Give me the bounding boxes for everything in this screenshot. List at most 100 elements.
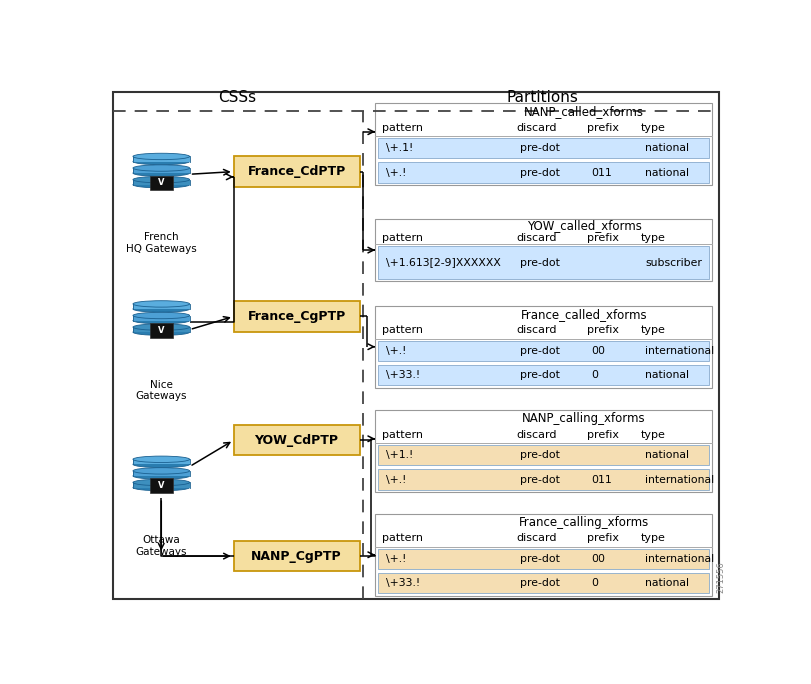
Ellipse shape (133, 158, 190, 165)
Text: prefix: prefix (586, 122, 619, 133)
Bar (150, 176, 173, 190)
Ellipse shape (133, 170, 190, 176)
Bar (150, 479, 173, 493)
Bar (375, 103, 711, 185)
Text: French
HQ Gateways: French HQ Gateways (126, 232, 196, 254)
Text: discard: discard (516, 122, 556, 133)
Text: YOW_CdPTP: YOW_CdPTP (255, 434, 338, 447)
Bar (133, 327, 190, 332)
Ellipse shape (133, 313, 190, 319)
Text: pre-dot: pre-dot (520, 143, 560, 153)
Text: international: international (644, 346, 713, 356)
Text: 00: 00 (590, 554, 604, 564)
Text: Ottawa
Gateways: Ottawa Gateways (135, 535, 187, 557)
Bar (133, 315, 190, 321)
Bar (377, 246, 709, 279)
Text: discard: discard (516, 430, 556, 440)
Ellipse shape (133, 461, 190, 468)
Bar (133, 304, 190, 309)
Text: pattern: pattern (381, 534, 423, 544)
Bar (377, 365, 709, 386)
Text: prefix: prefix (586, 233, 619, 243)
Bar (234, 301, 359, 332)
Ellipse shape (133, 324, 190, 330)
Bar (375, 410, 711, 492)
Text: type: type (641, 430, 665, 440)
Text: prefix: prefix (586, 326, 619, 335)
Ellipse shape (133, 473, 190, 479)
Text: 271556: 271556 (715, 562, 724, 593)
Text: \+.!: \+.! (385, 554, 406, 564)
Text: pre-dot: pre-dot (520, 475, 560, 484)
Text: pre-dot: pre-dot (520, 168, 560, 178)
Ellipse shape (133, 456, 190, 462)
Text: pattern: pattern (381, 233, 423, 243)
Text: \+.!: \+.! (385, 168, 406, 178)
Ellipse shape (133, 181, 190, 188)
Ellipse shape (133, 317, 190, 324)
Text: pattern: pattern (381, 122, 423, 133)
Text: Nice
Gateways: Nice Gateways (135, 380, 187, 402)
Bar (234, 541, 359, 571)
Text: international: international (644, 475, 713, 484)
Text: international: international (644, 554, 713, 564)
Text: pre-dot: pre-dot (520, 346, 560, 356)
Text: national: national (644, 370, 689, 380)
Bar (377, 549, 709, 569)
Bar (377, 445, 709, 465)
Text: \+1.!: \+1.! (385, 450, 413, 460)
Text: 0: 0 (590, 370, 598, 380)
Bar (375, 306, 711, 388)
Bar (133, 459, 190, 464)
Text: national: national (644, 168, 689, 178)
Text: YOW_called_xforms: YOW_called_xforms (526, 219, 641, 232)
Bar (133, 482, 190, 488)
Text: France_CdPTP: France_CdPTP (247, 165, 345, 178)
Ellipse shape (133, 306, 190, 312)
Text: \+.1!: \+.1! (385, 143, 413, 153)
Text: \+.!: \+.! (385, 475, 406, 484)
Ellipse shape (133, 165, 190, 171)
Text: \+33.!: \+33.! (385, 579, 419, 588)
Text: national: national (644, 579, 689, 588)
Bar (133, 157, 190, 161)
Text: NANP_CgPTP: NANP_CgPTP (251, 549, 341, 563)
Text: pre-dot: pre-dot (520, 257, 560, 267)
Bar (234, 425, 359, 456)
Bar (375, 514, 711, 596)
Text: prefix: prefix (586, 430, 619, 440)
Ellipse shape (133, 301, 190, 307)
Text: \+1.613[2-9]XXXXXX: \+1.613[2-9]XXXXXX (385, 257, 500, 267)
Text: NANP_called_xforms: NANP_called_xforms (523, 105, 643, 118)
Bar (375, 219, 711, 281)
Bar (377, 469, 709, 490)
Text: 011: 011 (590, 168, 611, 178)
Ellipse shape (133, 153, 190, 159)
Text: 00: 00 (590, 346, 604, 356)
Text: V: V (158, 179, 165, 187)
Text: pre-dot: pre-dot (520, 554, 560, 564)
Text: pre-dot: pre-dot (520, 370, 560, 380)
Ellipse shape (133, 176, 190, 183)
Text: 0: 0 (590, 579, 598, 588)
Ellipse shape (133, 484, 190, 490)
Text: V: V (158, 326, 165, 335)
Ellipse shape (133, 329, 190, 335)
Text: type: type (641, 233, 665, 243)
Text: national: national (644, 143, 689, 153)
Text: 011: 011 (590, 475, 611, 484)
Ellipse shape (133, 468, 190, 474)
Bar (377, 138, 709, 158)
Text: type: type (641, 534, 665, 544)
Bar (377, 162, 709, 183)
Text: pattern: pattern (381, 326, 423, 335)
Text: NANP_calling_xforms: NANP_calling_xforms (521, 412, 645, 425)
Text: pattern: pattern (381, 430, 423, 440)
Text: prefix: prefix (586, 534, 619, 544)
Text: Partitions: Partitions (505, 90, 577, 105)
Bar (133, 471, 190, 476)
Text: pre-dot: pre-dot (520, 579, 560, 588)
Ellipse shape (133, 479, 190, 486)
Text: pre-dot: pre-dot (520, 450, 560, 460)
Text: France_CgPTP: France_CgPTP (247, 310, 345, 323)
